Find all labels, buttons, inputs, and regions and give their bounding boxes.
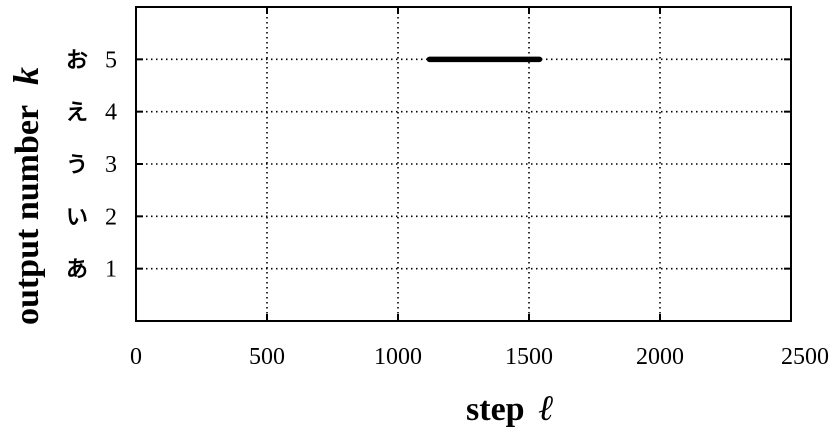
y-tick-label: 3: [105, 152, 117, 178]
y-category-label: お: [66, 48, 88, 73]
x-axis-title: step ℓ: [466, 388, 554, 428]
y-tick-label: 1: [105, 257, 117, 283]
x-tick-label: 2000: [636, 344, 684, 370]
x-tick-label: 2500: [781, 344, 829, 370]
y-axis-title: output number k: [6, 67, 46, 325]
grid-lines: [136, 7, 791, 321]
y-category-label: う: [66, 153, 88, 178]
x-tick-label: 1000: [374, 344, 422, 370]
x-tick-label: 1500: [505, 344, 553, 370]
x-tick-label: 500: [249, 344, 285, 370]
x-axis-label: step: [466, 391, 525, 428]
y-tick-label: 5: [105, 47, 117, 73]
y-tick-label: 4: [105, 100, 117, 126]
plot-frame: [135, 6, 792, 322]
y-category-label: い: [66, 205, 88, 230]
y-category-label: あ: [66, 258, 88, 283]
y-axis-ticks: 1 2 3 4 5: [105, 47, 791, 283]
x-axis-ticks: 0 500 1000 1500 2000 2500: [130, 7, 829, 370]
y-axis-label: output number: [9, 105, 46, 325]
x-tick-label: 0: [130, 344, 142, 370]
y-category-label: え: [66, 101, 88, 126]
y-axis-variable: k: [6, 67, 46, 85]
y-tick-label: 2: [105, 204, 117, 230]
x-axis-variable: ℓ: [539, 388, 554, 428]
